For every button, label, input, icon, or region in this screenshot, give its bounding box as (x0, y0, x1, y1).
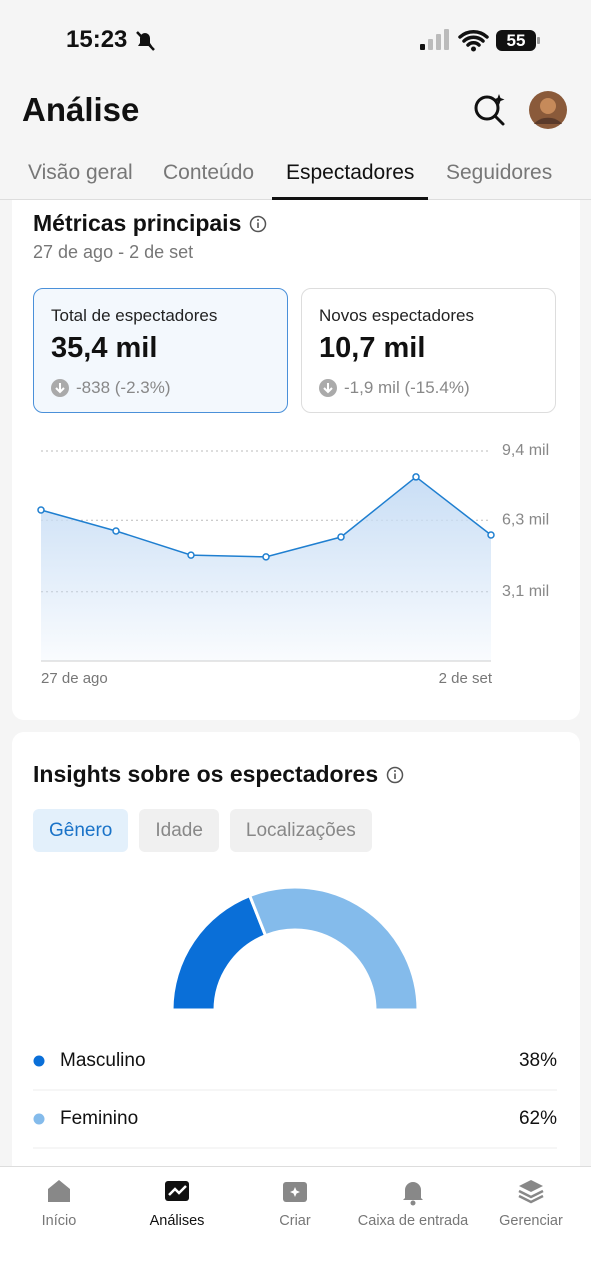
nav-item[interactable]: Caixa de entrada (354, 1176, 472, 1229)
info-icon[interactable] (386, 766, 404, 784)
metric-value: 35,4 mil (51, 332, 158, 364)
nav-item[interactable]: Gerenciar (472, 1176, 590, 1229)
down-icon (319, 379, 337, 397)
silent-icon (136, 31, 155, 51)
metric-label: Novos espectadores (319, 306, 474, 325)
metrics-card (12, 200, 580, 720)
tab[interactable]: Conteúdo (163, 161, 255, 184)
metric-card[interactable]: Total de espectadores 35,4 mil -838 (-2.… (33, 288, 288, 413)
tab[interactable]: Visão geral (28, 161, 133, 184)
metric-change: -1,9 mil (-15.4%) (319, 378, 470, 398)
status-time: 15:23 (66, 26, 128, 53)
nav-item[interactable]: Início (0, 1176, 118, 1229)
nav-icon (403, 1182, 423, 1206)
nav-label: Início (41, 1213, 77, 1229)
nav-icon (165, 1181, 189, 1201)
tab[interactable]: Seguidores (446, 161, 553, 184)
nav-label: Gerenciar (499, 1213, 563, 1229)
nav-item[interactable]: Análises (118, 1176, 236, 1229)
insights-title-row: Insights sobre os espectadores (33, 761, 404, 788)
insights-card (12, 732, 580, 1192)
filter-chips: Gênero Idade Localizações (33, 809, 372, 852)
metrics-title: Métricas principais (33, 210, 242, 236)
search-button[interactable] (472, 92, 508, 128)
nav-item[interactable]: Criar (236, 1176, 354, 1229)
info-icon[interactable] (249, 215, 267, 233)
tab-indicator (272, 197, 428, 200)
metric-value: 10,7 mil (319, 332, 426, 364)
filter-chip[interactable]: Localizações (229, 809, 372, 852)
down-icon (51, 379, 69, 397)
metric-change: -838 (-2.3%) (51, 378, 170, 398)
filter-chip[interactable]: Idade (139, 809, 219, 852)
tab[interactable]: Espectadores (286, 161, 415, 184)
nav-icon (518, 1180, 544, 1204)
metrics-title-row: Métricas principais (33, 210, 267, 237)
insights-title: Insights sobre os espectadores (33, 761, 379, 787)
nav-label: Caixa de entrada (357, 1213, 469, 1229)
page-title: Análise (22, 91, 140, 128)
nav-label: Análises (149, 1213, 205, 1229)
metric-change-text: -838 (-2.3%) (76, 378, 171, 397)
avatar[interactable] (528, 90, 568, 130)
metric-card[interactable]: Novos espectadores 10,7 mil -1,9 mil (-1… (301, 288, 556, 413)
metric-label: Total de espectadores (51, 306, 218, 325)
nav-icon (48, 1180, 70, 1202)
filter-chip[interactable]: Gênero (33, 809, 129, 852)
metric-change-text: -1,9 mil (-15.4%) (344, 378, 470, 397)
nav-label: Criar (279, 1213, 311, 1229)
status-icons: 55 (420, 29, 540, 52)
date-range: 27 de ago - 2 de set (33, 242, 194, 262)
nav-icon (283, 1182, 307, 1202)
battery-level: 55 (507, 31, 526, 50)
